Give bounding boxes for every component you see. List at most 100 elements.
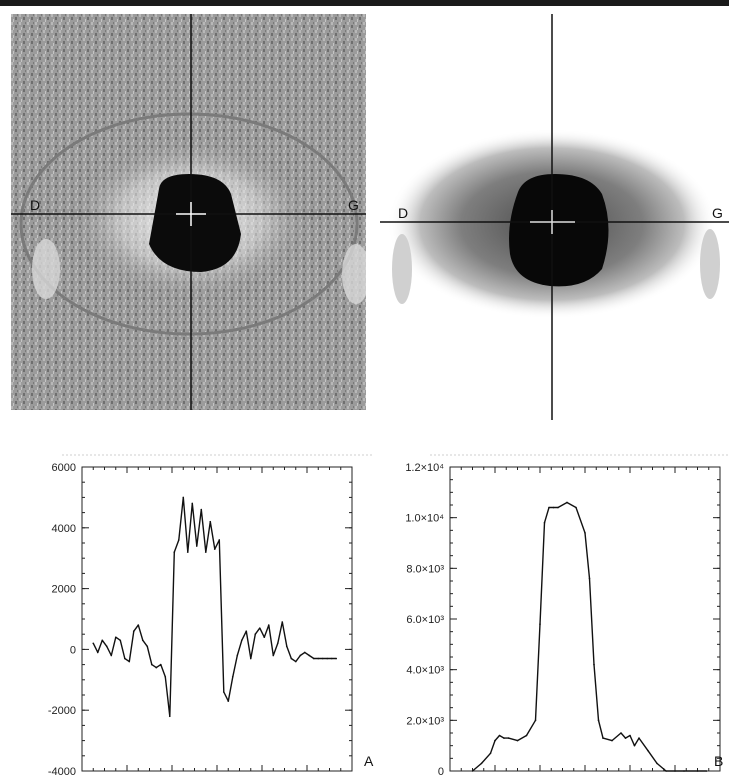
data-point — [629, 734, 631, 737]
data-point — [507, 737, 510, 739]
data-point — [539, 623, 541, 625]
y-tick-label: 2.0×10³ — [406, 715, 444, 727]
data-point — [263, 636, 266, 639]
data-point — [276, 642, 279, 645]
left-image-label-g: G — [348, 197, 359, 213]
data-point — [638, 737, 640, 739]
lens-region — [509, 174, 609, 287]
chart-b-panel-label: B — [714, 753, 724, 769]
data-point — [317, 657, 320, 660]
y-tick-label: 6000 — [52, 462, 76, 474]
top-rule — [0, 0, 729, 6]
data-point — [674, 770, 676, 772]
scan-image-left — [11, 14, 366, 410]
data-point — [168, 715, 171, 718]
data-point — [267, 624, 270, 626]
data-point — [299, 654, 302, 657]
data-point — [294, 660, 297, 663]
data-point — [575, 506, 577, 509]
data-point — [164, 675, 167, 678]
data-point — [489, 752, 492, 755]
plot-frame — [81, 466, 353, 772]
data-point — [480, 762, 483, 765]
data-point — [105, 645, 108, 648]
data-point — [656, 762, 658, 765]
left-image-label-d: D — [30, 197, 41, 213]
data-point — [141, 639, 144, 642]
data-point — [186, 551, 189, 553]
data-point — [272, 654, 275, 657]
data-point — [258, 627, 261, 629]
data-point — [588, 577, 591, 580]
data-point — [647, 749, 649, 752]
data-point — [665, 770, 667, 772]
data-point — [696, 770, 699, 772]
scan-image-right-drawing — [380, 14, 729, 420]
data-point — [281, 621, 284, 623]
data-point — [593, 663, 595, 666]
data-point — [240, 639, 243, 642]
data-point — [321, 657, 324, 660]
data-point — [312, 657, 315, 660]
chart-a-panel-label: A — [364, 753, 374, 769]
data-point — [548, 506, 550, 509]
y-tick-label: 4.0×10³ — [406, 665, 444, 677]
data-point — [584, 532, 586, 534]
chart-a: 6000 4000 2000 0 -2000 -4000 — [48, 454, 372, 778]
data-point — [92, 642, 95, 645]
series-line — [92, 496, 337, 717]
data-point — [498, 734, 501, 737]
data-point — [222, 691, 225, 693]
eye-outline — [19, 112, 359, 336]
data-point — [110, 654, 113, 657]
data-point — [231, 675, 234, 678]
data-point — [204, 551, 207, 553]
data-point — [633, 744, 636, 747]
scan-image-left-drawing — [11, 14, 366, 410]
data-point — [249, 657, 252, 660]
data-point — [557, 506, 559, 509]
data-point — [552, 506, 555, 509]
y-tick-label: 1.2×10⁴ — [405, 462, 444, 474]
scan-image-right — [380, 14, 729, 420]
data-point — [525, 734, 528, 737]
data-point — [195, 545, 198, 547]
data-point — [191, 502, 194, 505]
data-point — [597, 719, 600, 722]
data-point — [534, 719, 537, 722]
y-tick-label: 1.0×10⁴ — [405, 513, 444, 525]
data-point — [683, 770, 685, 772]
lens-region — [149, 174, 241, 272]
y-tick-label: 4000 — [52, 523, 76, 535]
data-point — [173, 551, 176, 553]
data-point — [101, 639, 104, 642]
data-point — [308, 654, 311, 657]
data-point — [245, 630, 248, 632]
data-point — [128, 660, 131, 663]
data-point — [516, 739, 519, 742]
y-tick-label: -4000 — [48, 766, 76, 778]
data-point — [119, 639, 122, 642]
data-point — [150, 663, 153, 666]
right-image-label-d: D — [398, 205, 409, 221]
data-point — [566, 501, 568, 504]
data-point — [200, 508, 203, 511]
data-point — [209, 520, 212, 523]
data-point — [705, 770, 708, 772]
y-tick-label: -2000 — [48, 705, 76, 717]
data-point — [611, 739, 613, 742]
data-point — [114, 636, 117, 639]
y-tick-label: 6.0×10³ — [406, 614, 444, 626]
data-point — [285, 645, 288, 648]
data-point — [624, 737, 627, 739]
y-tick-label: 0 — [438, 766, 444, 778]
series-line — [472, 501, 707, 772]
data-point — [159, 663, 162, 666]
data-point — [236, 654, 239, 657]
y-tick-label: 8.0×10³ — [406, 563, 444, 575]
data-point — [290, 657, 293, 660]
data-point — [620, 732, 622, 734]
data-point — [123, 657, 126, 660]
data-point — [146, 645, 149, 648]
plot-frame — [449, 466, 721, 772]
